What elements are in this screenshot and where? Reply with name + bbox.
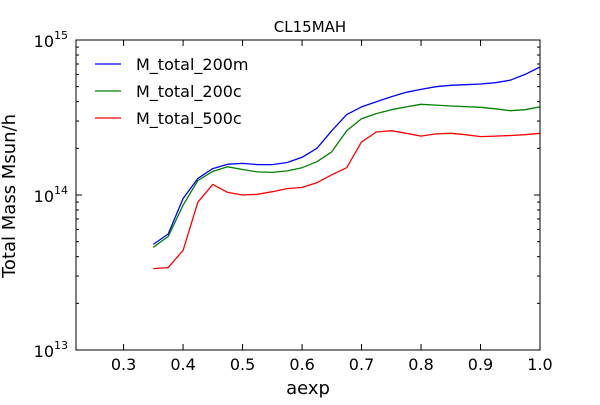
x-axis-label: aexp (286, 378, 330, 399)
x-tick-label: 0.7 (349, 355, 374, 374)
series-layer (152, 66, 541, 270)
x-tick-label: 0.6 (289, 355, 314, 374)
x-tick-label: 0.5 (230, 355, 255, 374)
plot-frame (75, 39, 541, 351)
legend-label-M_total_200m: M_total_200m (136, 55, 249, 75)
x-tick-label: 0.4 (170, 355, 195, 374)
tick-layer: 0.3 0.4 0.5 0.6 0.7 0.8 0.9 1.0 1013 1014 1015 (34, 29, 553, 374)
series-line-M_total_200c (152, 103, 541, 248)
x-tick-label: 0.8 (408, 355, 433, 374)
y-tick-label: 1013 (34, 339, 68, 361)
legend-label-M_total_500c: M_total_500c (136, 109, 242, 129)
x-tick-label: 0.9 (468, 355, 493, 374)
chart-title: CL15MAH (274, 18, 346, 36)
x-tick-label: 0.3 (111, 355, 136, 374)
y-axis-label: Total Mass Msun/h (0, 114, 20, 279)
y-tick-label: 1015 (34, 29, 68, 51)
x-tick-label: 1.0 (527, 355, 552, 374)
series-line-M_total_500c (153, 130, 541, 270)
y-tick-label: 1014 (34, 184, 68, 206)
legend-label-M_total_200c: M_total_200c (136, 82, 242, 102)
series-line-M_total_200m (152, 66, 541, 245)
legend: M_total_200m M_total_200c M_total_500c (95, 55, 249, 129)
